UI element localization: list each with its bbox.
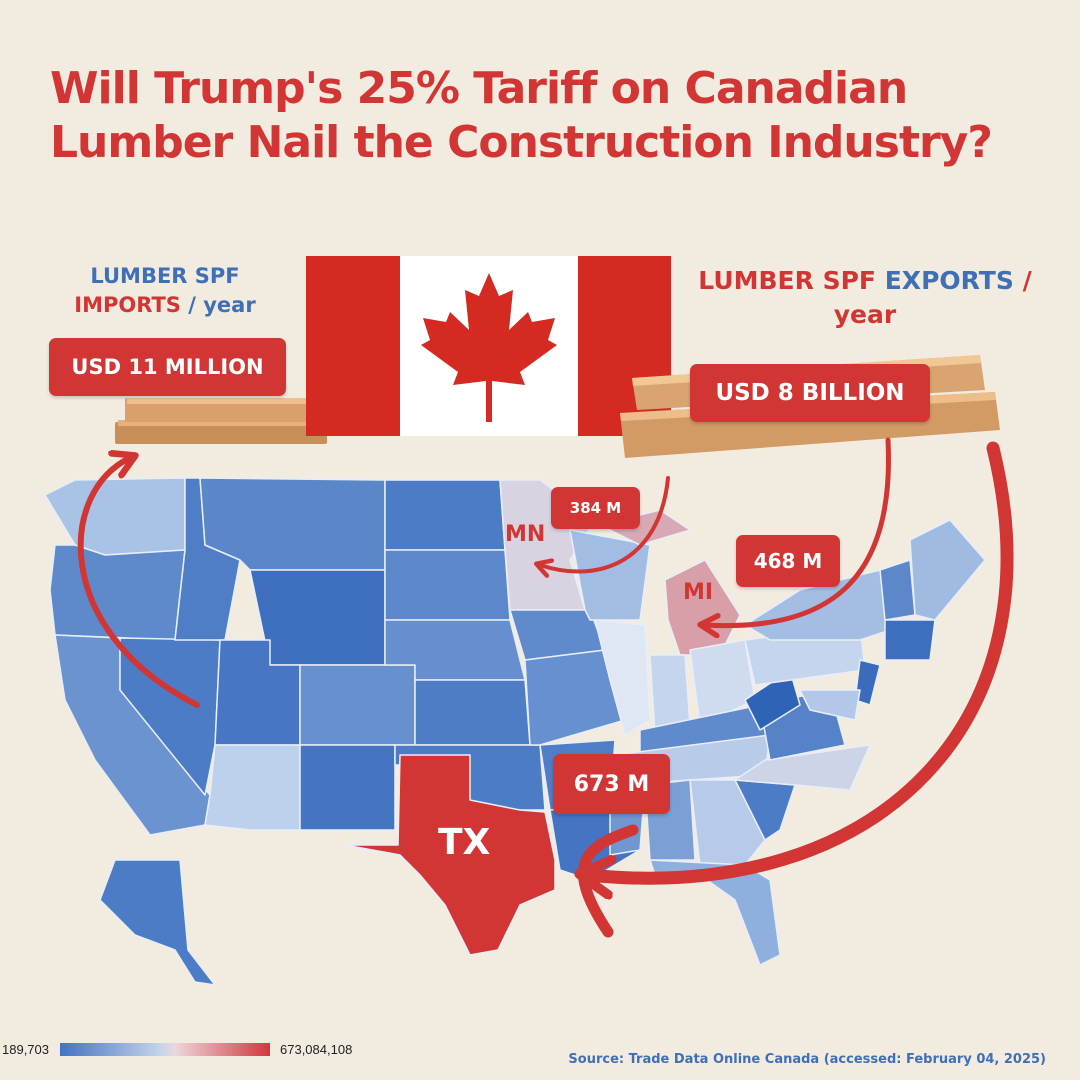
canada-flag-icon — [306, 256, 671, 436]
tx-value-badge: 673 M — [553, 754, 670, 814]
state-vt-nh — [879, 559, 916, 621]
imports-label-part-2: IMPORTS — [74, 293, 181, 317]
state-az — [204, 744, 301, 831]
exports-label-part-1: LUMBER SPF — [698, 266, 876, 295]
flow-arrow-icon-tx-inner — [578, 824, 639, 938]
state-co — [299, 664, 416, 746]
source-citation: Source: Trade Data Online Canada (access… — [568, 1052, 1046, 1067]
legend-color-scale — [60, 1043, 270, 1056]
state-nd — [384, 479, 506, 551]
flow-arrows — [77, 437, 1014, 938]
state-tx — [344, 754, 556, 956]
state-label-mn: MN — [505, 522, 546, 547]
state-md-de — [799, 689, 861, 721]
imports-label: LUMBER SPF IMPORTS / year — [50, 262, 280, 320]
state-me — [909, 519, 986, 621]
exports-label: LUMBER SPF EXPORTS / year — [690, 264, 1040, 332]
flow-arrow-icon-imports — [77, 458, 200, 708]
state-ak — [99, 859, 216, 986]
state-nj — [854, 659, 881, 706]
imports-value-badge: USD 11 MILLION — [49, 338, 286, 396]
state-label-mi: MI — [683, 580, 714, 605]
state-nm — [299, 744, 396, 831]
state-wa — [44, 477, 186, 556]
state-il — [594, 619, 651, 736]
state-ks — [414, 679, 531, 746]
mi-value-badge: 468 M — [736, 535, 840, 587]
imports-label-part-1: LUMBER SPF — [90, 264, 240, 288]
maple-leaf-icon — [421, 273, 557, 422]
exports-label-part-4: year — [833, 300, 897, 329]
state-nc — [734, 744, 871, 791]
legend-max-value: 673,084,108 — [280, 1042, 353, 1057]
page-title: Will Trump's 25% Tariff on Canadian Lumb… — [50, 62, 1030, 170]
flow-arrow-icon-tx — [588, 441, 1014, 878]
state-ga — [689, 779, 766, 866]
state-label-tx: TX — [438, 822, 491, 863]
state-sd — [384, 549, 511, 621]
state-ma-ct — [884, 619, 936, 661]
legend-min-value: 189,703 — [2, 1042, 49, 1057]
state-mi — [664, 559, 741, 656]
lumber-planks-icon-left — [115, 398, 327, 444]
title-line-2: Lumber Nail the Construction Industry? — [50, 117, 993, 168]
state-mi-up — [599, 509, 691, 546]
exports-value-badge: USD 8 BILLION — [690, 364, 930, 422]
exports-label-part-2: EXPORTS — [884, 266, 1014, 295]
imports-label-part-3: / year — [188, 293, 256, 317]
mn-value-badge: 384 M — [551, 487, 640, 529]
exports-label-part-3: / — [1022, 266, 1032, 295]
state-mo — [524, 649, 626, 746]
title-line-1: Will Trump's 25% Tariff on Canadian — [50, 63, 908, 114]
flow-arrow-icon-mn — [540, 476, 670, 572]
state-or — [49, 544, 186, 641]
flow-arrow-icon-mi — [705, 437, 892, 626]
